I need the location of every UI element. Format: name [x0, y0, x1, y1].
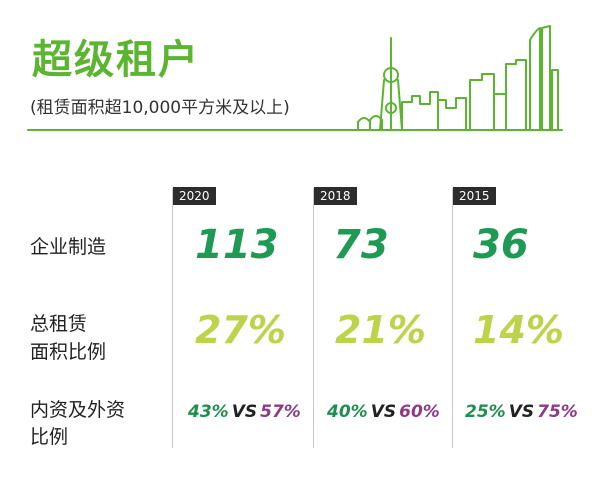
vs-label-2018: VS — [370, 402, 397, 422]
count-2018: 73 — [333, 222, 389, 268]
vs-label-2020: VS — [231, 402, 258, 422]
shanghai-skyline-icon — [27, 25, 563, 131]
row-label-share-2: 面积比例 — [30, 341, 107, 363]
ratio-2018: 40% VS 60% — [327, 402, 440, 422]
domestic-share-2015: 25% — [465, 402, 506, 422]
foreign-share-2020: 57% — [260, 402, 301, 422]
vs-label-2015: VS — [508, 402, 535, 422]
column-divider-2020 — [172, 188, 173, 448]
row-label-share-1: 总租赁 — [30, 313, 88, 335]
year-tab-2020: 2020 — [173, 187, 216, 205]
count-2015: 36 — [473, 222, 529, 268]
row-label-count: 企业制造 — [30, 236, 107, 258]
column-divider-2018 — [313, 188, 314, 448]
share-2020: 27% — [195, 308, 286, 352]
share-2015: 14% — [473, 308, 564, 352]
ratio-2020: 43% VS 57% — [188, 402, 301, 422]
column-divider-2015 — [452, 188, 453, 448]
row-label-ratio-2: 比例 — [30, 426, 69, 448]
foreign-share-2015: 75% — [537, 402, 578, 422]
page-title: 超级租户 — [32, 37, 200, 83]
year-tab-2015: 2015 — [453, 187, 496, 205]
foreign-share-2018: 60% — [399, 402, 440, 422]
share-2018: 21% — [335, 308, 426, 352]
row-label-ratio-1: 内资及外资 — [30, 399, 126, 421]
year-tab-2018: 2018 — [314, 187, 357, 205]
domestic-share-2018: 40% — [327, 402, 368, 422]
count-2020: 113 — [195, 222, 279, 268]
domestic-share-2020: 43% — [188, 402, 229, 422]
page-subtitle: (租赁面积超10,000平方米及以上) — [30, 98, 290, 118]
ratio-2015: 25% VS 75% — [465, 402, 578, 422]
